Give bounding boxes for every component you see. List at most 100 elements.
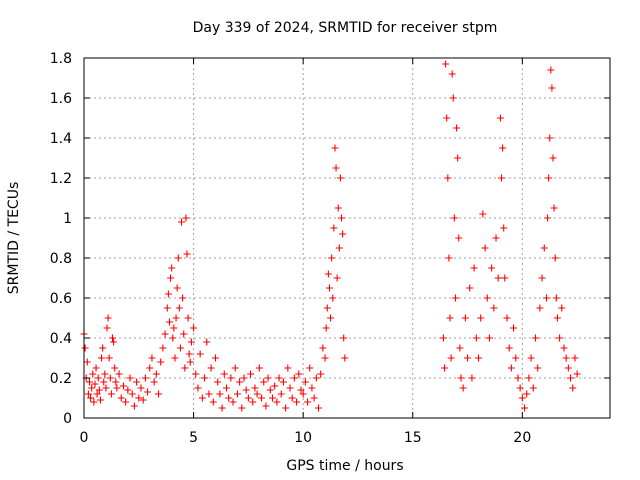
y-tick-label: 0	[63, 411, 72, 427]
data-point	[444, 174, 452, 182]
data-point	[249, 398, 257, 406]
data-point	[562, 354, 570, 362]
data-point	[284, 364, 292, 372]
data-point	[88, 384, 96, 392]
data-point	[218, 404, 226, 412]
data-point	[100, 378, 108, 386]
data-point	[529, 384, 537, 392]
data-point	[180, 330, 188, 338]
data-point	[115, 370, 123, 378]
data-point	[523, 390, 531, 398]
data-point	[479, 210, 487, 218]
data-point	[293, 398, 301, 406]
data-point	[161, 330, 169, 338]
data-point	[286, 384, 294, 392]
data-point	[551, 254, 559, 262]
data-point	[310, 394, 318, 402]
data-point	[441, 364, 449, 372]
axis-ticks: 0 0.2 0.4 0.6 0.8 1 1.2 1.4 1.6 1.8 0 5 10 15 20	[50, 51, 610, 446]
data-point	[268, 394, 276, 402]
data-point	[464, 354, 472, 362]
y-tick-label: 0.6	[50, 291, 72, 307]
y-tick-label: 1.4	[50, 131, 72, 147]
data-point	[339, 230, 347, 238]
data-point	[271, 382, 279, 390]
data-point	[137, 384, 145, 392]
data-point	[260, 378, 268, 386]
data-point	[324, 270, 332, 278]
data-point	[521, 404, 529, 412]
data-point	[101, 370, 109, 378]
y-tick-label: 1.8	[50, 51, 72, 67]
data-point	[503, 314, 511, 322]
data-point	[117, 394, 125, 402]
data-point	[297, 386, 305, 394]
data-point	[112, 378, 120, 386]
data-point	[81, 344, 89, 352]
data-point	[277, 390, 285, 398]
data-point	[325, 284, 333, 292]
data-point	[327, 314, 335, 322]
data-point	[301, 378, 309, 386]
data-point	[510, 324, 518, 332]
data-point	[534, 364, 542, 372]
data-point	[527, 354, 535, 362]
data-point	[275, 374, 283, 382]
data-point	[128, 390, 136, 398]
data-point	[299, 390, 307, 398]
data-point	[89, 370, 97, 378]
data-point	[273, 398, 281, 406]
data-point	[212, 354, 219, 362]
data-point	[179, 294, 187, 302]
data-point	[531, 334, 539, 342]
x-tick-label: 5	[189, 430, 198, 446]
data-point	[133, 378, 141, 386]
data-point	[95, 386, 103, 394]
data-point	[550, 204, 558, 212]
data-point	[573, 370, 581, 378]
data-point	[288, 394, 296, 402]
data-point	[113, 384, 121, 392]
y-tick-label: 1	[63, 211, 72, 227]
x-tick-label: 20	[513, 430, 531, 446]
grid	[84, 58, 610, 418]
data-point	[564, 364, 572, 372]
data-point	[266, 386, 274, 394]
data-point	[227, 374, 235, 382]
data-point	[483, 294, 491, 302]
data-point	[306, 364, 314, 372]
data-point	[176, 344, 184, 352]
data-point	[556, 334, 564, 342]
data-point	[207, 364, 215, 372]
data-point	[94, 374, 102, 382]
data-point	[468, 374, 476, 382]
data-point	[124, 386, 132, 394]
y-tick-label: 0.8	[50, 251, 72, 267]
data-point	[516, 384, 524, 392]
data-point	[139, 396, 147, 404]
data-point	[251, 384, 259, 392]
data-point	[335, 244, 343, 252]
data-point	[488, 264, 496, 272]
data-point	[492, 234, 500, 242]
data-point	[84, 390, 92, 398]
data-point	[485, 334, 493, 342]
data-point	[130, 402, 138, 410]
data-point	[164, 290, 172, 298]
data-point	[111, 364, 119, 372]
data-point	[108, 334, 116, 342]
data-point	[571, 354, 579, 362]
data-point	[466, 284, 474, 292]
data-point	[456, 344, 464, 352]
data-point	[455, 234, 463, 242]
data-point	[104, 314, 112, 322]
data-point	[295, 370, 303, 378]
data-point	[553, 314, 561, 322]
data-point	[332, 164, 340, 172]
data-point	[494, 274, 502, 282]
data-point	[457, 374, 465, 382]
data-point	[544, 214, 552, 222]
data-point	[91, 380, 99, 388]
data-point	[567, 374, 575, 382]
